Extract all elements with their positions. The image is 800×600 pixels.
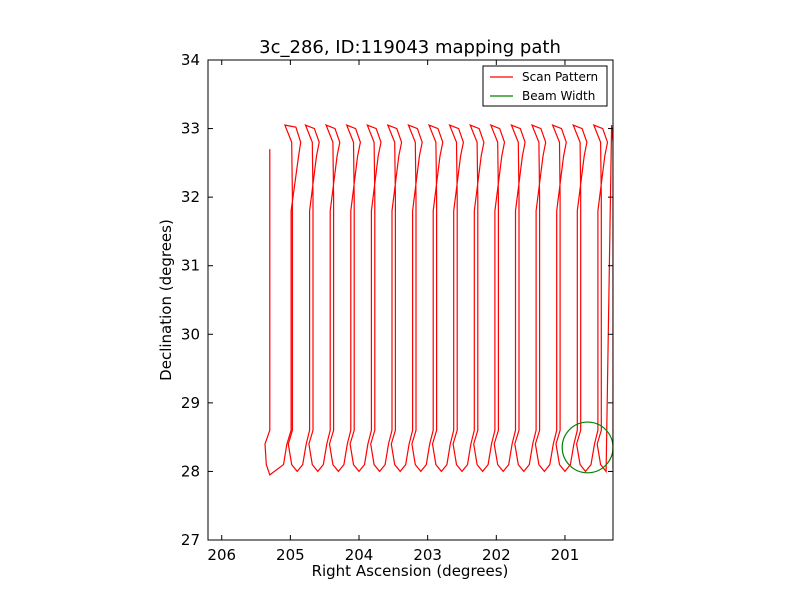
x-tick-label: 204 [345, 546, 374, 564]
y-tick-label: 28 [181, 462, 200, 480]
legend-box [482, 65, 608, 107]
x-tick-label: 201 [551, 546, 580, 564]
y-tick-label: 27 [181, 531, 200, 549]
x-tick-label: 206 [207, 546, 236, 564]
y-tick-label: 29 [181, 394, 200, 412]
plot-frame [207, 59, 614, 541]
legend-label-scan: Scan Pattern [522, 70, 598, 84]
y-tick-label: 30 [181, 325, 200, 343]
y-axis-ticks: 27 28 29 30 31 32 33 34 [181, 51, 613, 549]
x-tick-label: 203 [413, 546, 442, 564]
y-tick-label: 34 [181, 51, 200, 69]
x-tick-label: 205 [276, 546, 305, 564]
beam-width-circle [561, 421, 613, 474]
scan-pattern-line [264, 124, 613, 476]
y-axis-label: Declination (degrees) [157, 219, 175, 381]
legend-label-beam: Beam Width [522, 89, 595, 103]
chart-title: 3c_286, ID:119043 mapping path [259, 37, 561, 58]
x-tick-label: 202 [482, 546, 511, 564]
y-tick-label: 33 [181, 120, 200, 138]
x-axis-ticks: 206 205 204 203 202 201 [207, 60, 579, 564]
y-tick-label: 31 [181, 257, 200, 275]
x-axis-label: Right Ascension (degrees) [312, 562, 509, 580]
legend: Scan Pattern Beam Width [482, 65, 608, 107]
y-tick-label: 32 [181, 188, 200, 206]
beam-width-series [561, 421, 613, 474]
scan-pattern-series [264, 124, 613, 476]
